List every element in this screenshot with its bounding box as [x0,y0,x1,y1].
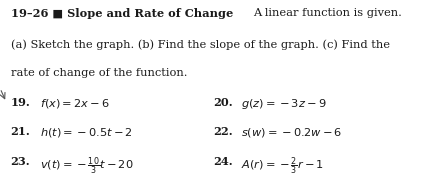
Text: $s(w) = -0.2w - 6$: $s(w) = -0.2w - 6$ [241,126,342,139]
Text: 19.: 19. [11,97,30,108]
Text: $f(x) = 2x - 6$: $f(x) = 2x - 6$ [40,97,110,110]
Text: rate of change of the function.: rate of change of the function. [11,68,187,78]
Text: $g(z) = -3z - 9$: $g(z) = -3z - 9$ [241,97,327,111]
Text: (a) Sketch the graph. (b) Find the slope of the graph. (c) Find the: (a) Sketch the graph. (b) Find the slope… [11,39,390,50]
Text: $h(t) = -0.5t - 2$: $h(t) = -0.5t - 2$ [40,126,133,139]
Text: 19–26 ■ Slope and Rate of Change: 19–26 ■ Slope and Rate of Change [11,8,233,19]
Text: 20.: 20. [214,97,233,108]
Text: 23.: 23. [11,156,30,167]
Text: 24.: 24. [214,156,233,167]
Text: 21.: 21. [11,126,30,137]
Text: $A(r) = -\frac{2}{3}r - 1$: $A(r) = -\frac{2}{3}r - 1$ [241,156,324,177]
Text: $v(t) = -\frac{10}{3}t - 20$: $v(t) = -\frac{10}{3}t - 20$ [40,156,134,177]
Text: 22.: 22. [214,126,233,137]
Text: A linear function is given.: A linear function is given. [253,8,402,18]
